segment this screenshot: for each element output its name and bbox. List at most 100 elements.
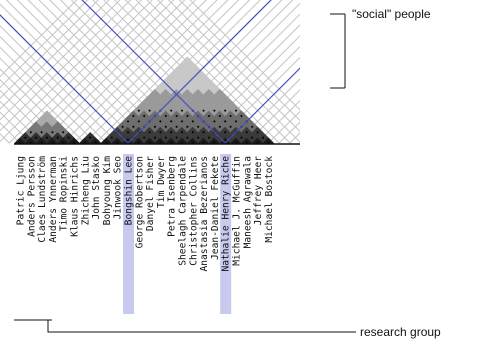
author-name: George Robertson — [134, 156, 145, 248]
cell-dot — [35, 136, 38, 139]
cell-dot — [229, 125, 232, 128]
cell-dot — [154, 125, 156, 128]
research-group-label: research group — [360, 325, 441, 339]
cell-dot — [202, 131, 205, 134]
grid-line — [289, 132, 300, 144]
author-name: Bohyoung Kim — [102, 156, 113, 226]
grid-line — [0, 0, 110, 110]
grid-line — [0, 0, 121, 121]
author-name: Michael Bostock — [264, 156, 275, 243]
author-name: Christopher Collins — [188, 156, 199, 266]
cell-dot — [197, 125, 200, 128]
grid-line — [0, 0, 99, 99]
cell-dot — [175, 125, 178, 128]
cell-dot — [51, 131, 54, 134]
grid-line — [146, 0, 291, 144]
cell-dot — [235, 120, 237, 123]
cell-dot — [143, 115, 146, 117]
grid-line — [0, 0, 78, 78]
cell-dot — [159, 131, 162, 134]
cell-dot — [181, 131, 183, 134]
cell-dot — [143, 136, 146, 139]
cell-dot — [256, 131, 259, 134]
cell-dot — [127, 120, 129, 123]
research-group-callout: research group — [14, 319, 441, 339]
highlight-path-line — [81, 0, 226, 144]
social-people-callout: "social" people — [330, 7, 431, 89]
grid-line — [0, 89, 53, 144]
grid-line — [95, 0, 240, 144]
cell-dot — [186, 136, 189, 139]
cell-dot — [197, 136, 200, 139]
matrix-cell — [89, 137, 102, 144]
author-name: Tim Dwyer — [156, 156, 167, 208]
cell-dot — [170, 109, 173, 112]
cell-dot — [240, 136, 243, 139]
author-name: John Stasko — [91, 156, 102, 220]
cell-dot — [218, 115, 221, 117]
grid-line — [0, 46, 96, 144]
highlight-band — [220, 154, 232, 314]
grid-line — [235, 78, 300, 144]
highlight-path-line — [224, 67, 300, 144]
cell-dot — [127, 131, 129, 134]
cell-dot — [240, 115, 243, 117]
grid-line — [301, 0, 451, 143]
author-name: Michael J. McGuffin — [232, 156, 243, 266]
cell-dot — [229, 115, 232, 117]
matrix-cell — [262, 137, 275, 144]
highlight-paths — [0, 0, 300, 144]
highlight-bands — [123, 154, 232, 314]
grid-line — [0, 0, 89, 89]
grid-line — [0, 57, 86, 144]
cell-dot — [181, 109, 183, 112]
grid-line — [0, 100, 42, 144]
grid-line — [0, 25, 118, 144]
author-name: Zhicheng Liu — [80, 156, 91, 225]
author-name-labels: Patric Ljung Anders Persson Claes Lundströ… — [16, 156, 275, 272]
author-name: Patric Ljung — [16, 156, 27, 225]
cell-dot — [159, 120, 162, 123]
cell-dot — [186, 125, 189, 128]
grid-line — [0, 79, 64, 144]
grid-line — [41, 0, 186, 144]
cell-dot — [154, 136, 156, 139]
author-name: Anders Ynnerman — [48, 156, 59, 243]
cell-dot — [213, 109, 216, 112]
highlight-path-line — [127, 0, 272, 144]
cell-dot — [262, 136, 264, 139]
grid-line — [52, 0, 197, 144]
cell-dot — [132, 125, 135, 128]
cell-dot — [132, 115, 135, 117]
cell-dot — [213, 120, 216, 123]
cell-dot — [245, 131, 248, 134]
cell-dot — [235, 109, 237, 112]
cell-dot — [148, 131, 151, 134]
cell-dot — [170, 131, 173, 134]
social-people-label: "social" people — [352, 7, 431, 21]
cell-dot — [164, 136, 167, 139]
matrix-cells — [14, 56, 275, 144]
cell-dot — [224, 120, 227, 123]
grid-line — [62, 0, 207, 144]
cell-dot — [224, 131, 227, 134]
cell-dot — [40, 131, 43, 134]
grid-line — [5, 0, 150, 144]
author-name: Petra Isenberg — [167, 156, 178, 237]
grid-line — [0, 0, 143, 143]
cell-dot — [251, 125, 254, 128]
author-name: Danyel Fisher — [145, 156, 156, 231]
cell-dot — [110, 136, 113, 139]
cell-dot — [181, 120, 183, 123]
cell-dot — [121, 125, 124, 128]
grid-line — [73, 0, 218, 144]
author-name: Timo Ropinski — [59, 156, 70, 231]
grid-line — [167, 0, 300, 133]
author-name: Jean-Daniel Fekete — [210, 156, 221, 260]
cell-dot — [202, 109, 205, 112]
grid-line — [0, 111, 32, 144]
cell-dot — [218, 125, 221, 128]
cell-dot — [148, 109, 151, 112]
cell-dot — [224, 109, 227, 112]
